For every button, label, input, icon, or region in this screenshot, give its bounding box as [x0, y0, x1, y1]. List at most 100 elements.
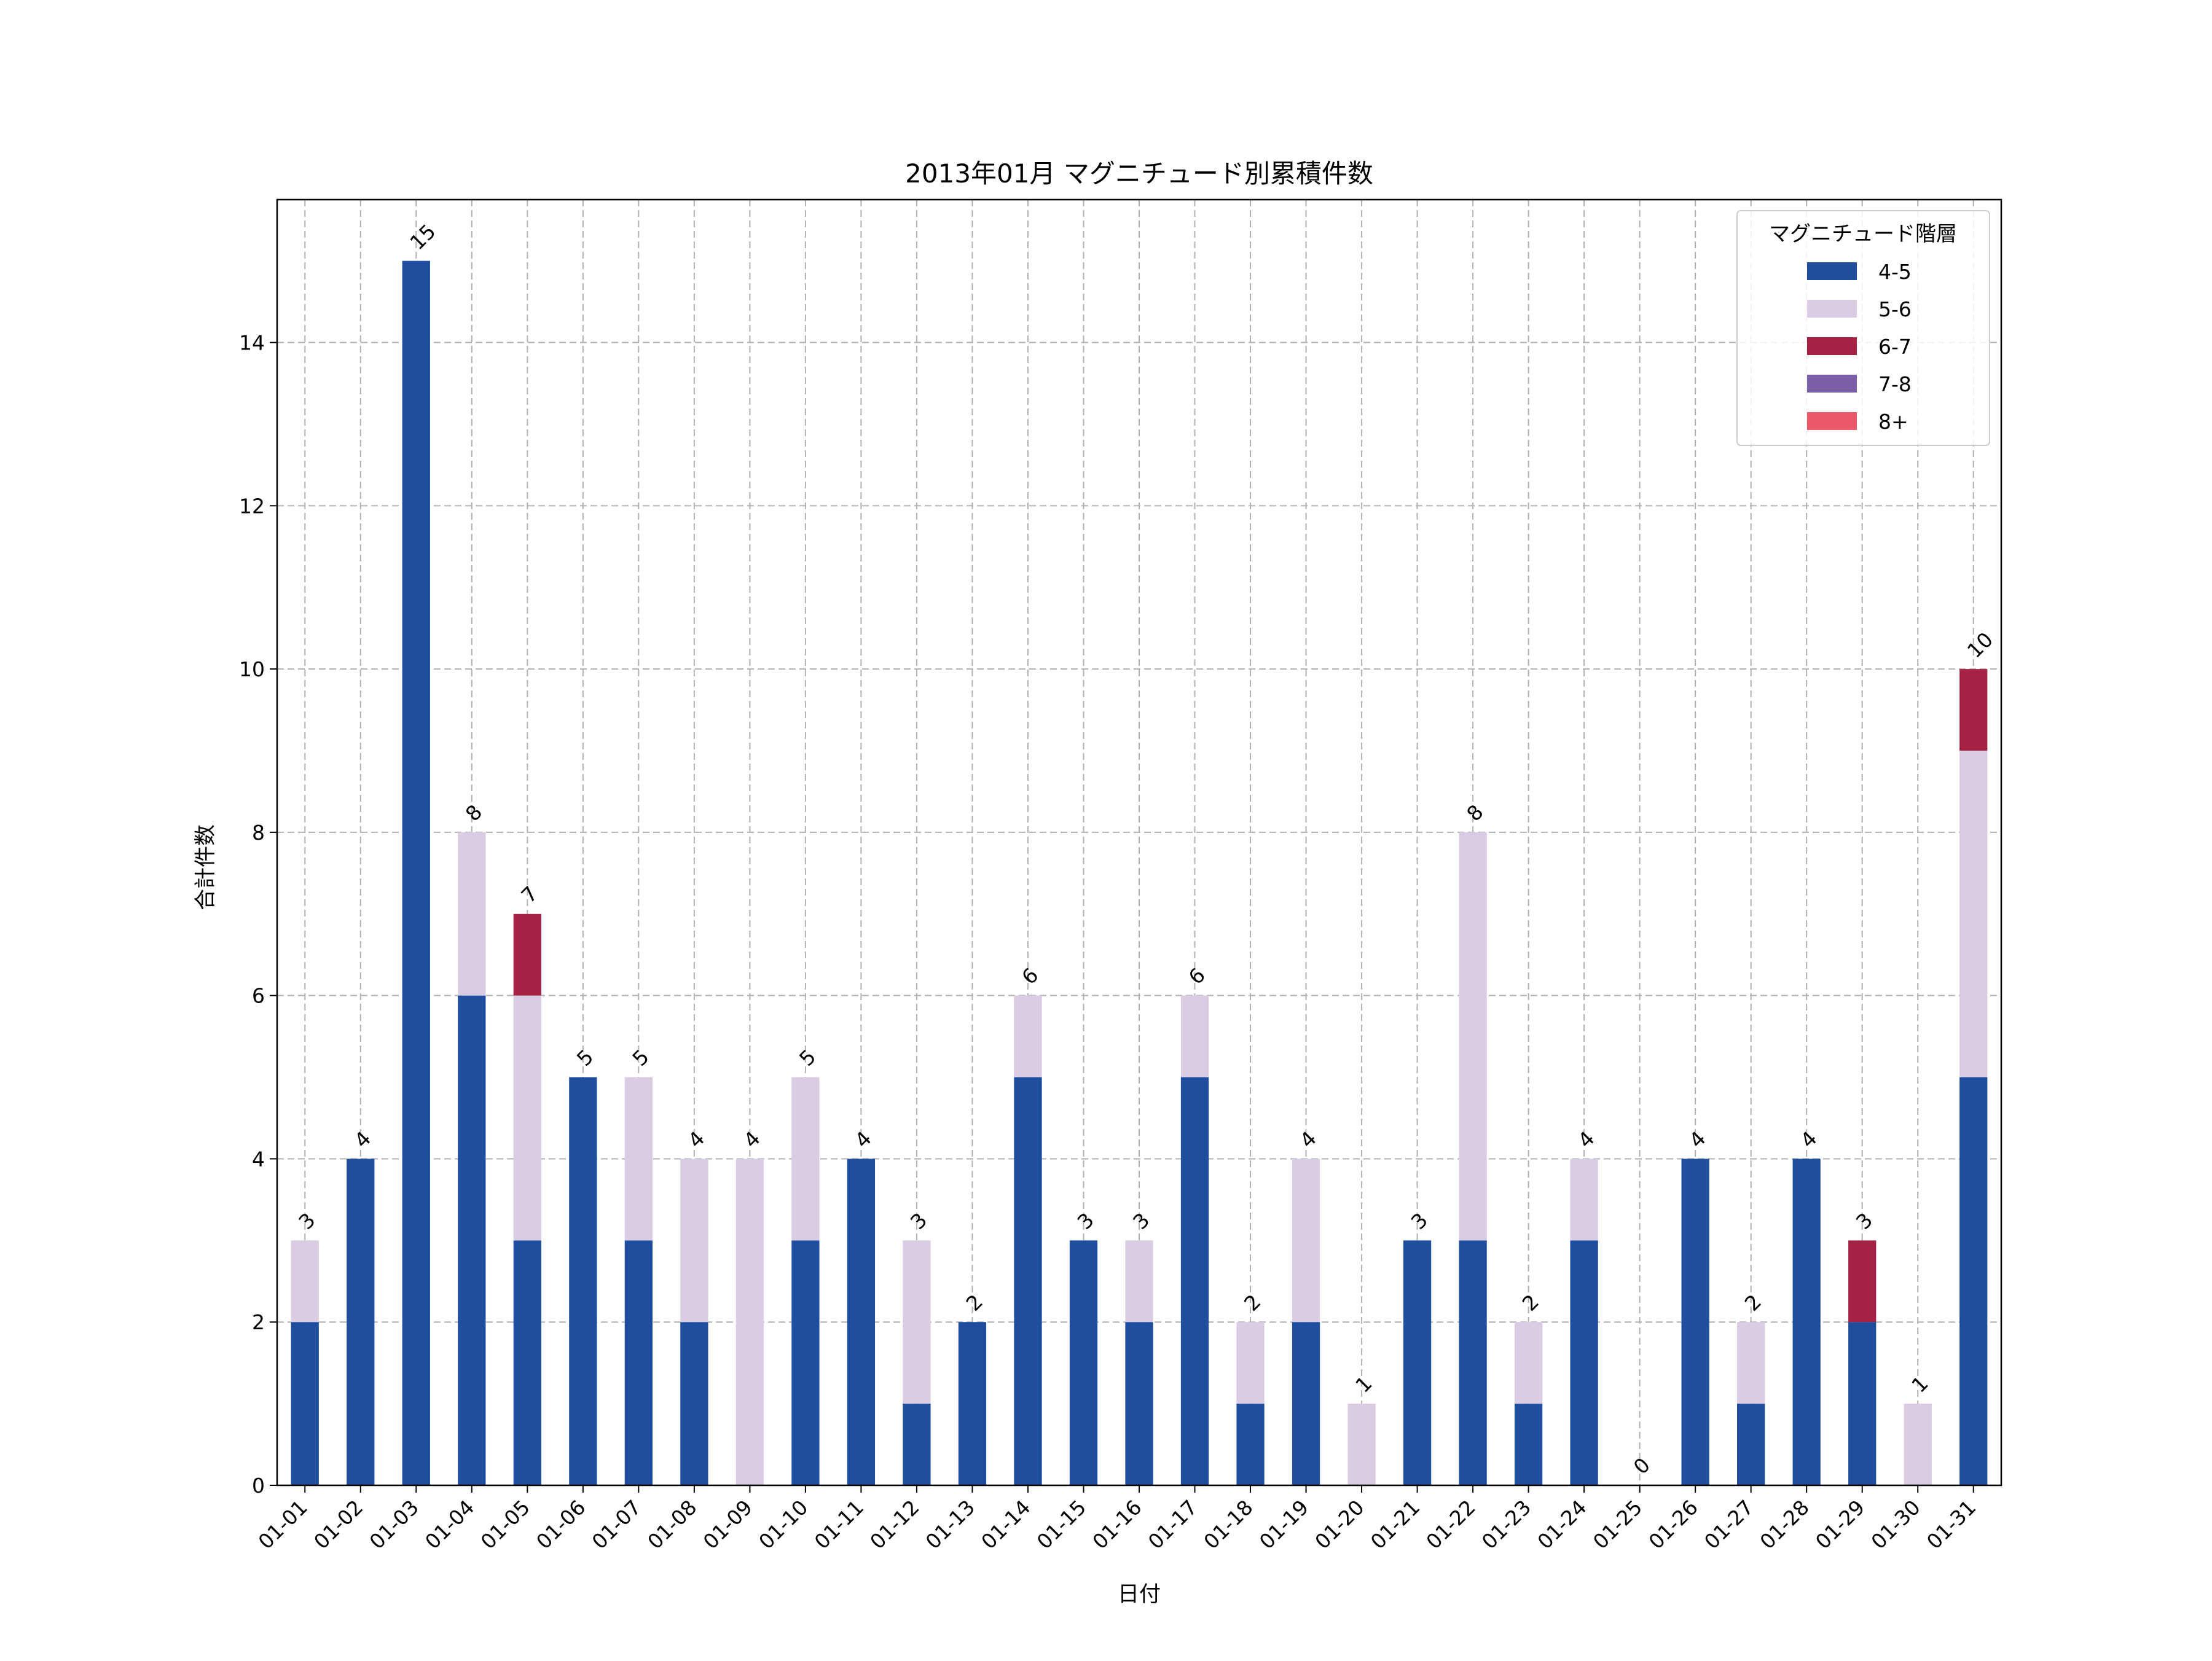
x-tick-label: 01-16	[1088, 1495, 1146, 1554]
total-label: 3	[1851, 1208, 1877, 1234]
bar-01-31-6-7	[1959, 669, 1988, 751]
total-label: 1	[1351, 1371, 1376, 1397]
total-label: 8	[1462, 800, 1488, 826]
total-label: 6	[1184, 963, 1210, 989]
bar-01-05-4-5	[513, 1240, 541, 1485]
bar-01-14-4-5	[1014, 1077, 1042, 1485]
x-tick-label: 01-18	[1199, 1495, 1257, 1554]
x-tick-label: 01-06	[531, 1495, 590, 1554]
bar-01-19-4-5	[1292, 1322, 1320, 1485]
bar-01-31-4-5	[1959, 1077, 1988, 1485]
bar-01-08-4-5	[680, 1322, 708, 1485]
bar-01-05-6-7	[513, 913, 541, 996]
legend-swatch-5-6	[1807, 300, 1857, 318]
bar-01-13-4-5	[958, 1322, 987, 1485]
bar-01-16-4-5	[1125, 1322, 1153, 1485]
total-label: 3	[294, 1208, 320, 1234]
x-tick-label: 01-15	[1032, 1495, 1091, 1554]
total-label: 2	[1239, 1289, 1265, 1315]
legend-label-5-6: 5-6	[1878, 297, 1912, 321]
bar-01-29-6-7	[1848, 1240, 1877, 1323]
bar-01-22-4-5	[1459, 1240, 1487, 1485]
x-tick-label: 01-14	[976, 1495, 1035, 1554]
y-axis-title: 合計件数	[194, 824, 218, 910]
y-tick-label: 8	[252, 821, 265, 845]
x-tick-label: 01-12	[865, 1495, 924, 1554]
x-tick-label: 01-24	[1532, 1495, 1591, 1554]
total-label: 1	[1907, 1371, 1932, 1397]
bar-01-19-5-6	[1292, 1159, 1320, 1323]
bar-01-12-4-5	[903, 1404, 931, 1485]
y-tick-label: 0	[252, 1474, 265, 1498]
bar-layer	[291, 260, 1988, 1486]
bar-01-16-5-6	[1125, 1240, 1153, 1323]
legend-swatch-6-7	[1807, 337, 1857, 355]
total-label: 5	[572, 1045, 598, 1071]
y-tick-label: 6	[252, 984, 265, 1008]
x-tick-label: 01-31	[1922, 1495, 1980, 1554]
total-label: 2	[1518, 1289, 1543, 1315]
total-label: 4	[1795, 1127, 1821, 1152]
x-tick-label: 01-19	[1255, 1495, 1313, 1554]
total-label: 4	[1573, 1127, 1599, 1152]
bar-01-18-4-5	[1236, 1404, 1265, 1485]
x-tick-label: 01-20	[1310, 1495, 1368, 1554]
legend-label-6-7: 6-7	[1878, 335, 1912, 359]
legend-frame	[1736, 210, 1990, 446]
x-tick-label: 01-11	[810, 1495, 868, 1554]
x-axis-title: 日付	[1118, 1582, 1161, 1607]
bar-01-18-5-6	[1236, 1322, 1265, 1404]
y-tick-label: 2	[252, 1310, 265, 1334]
bar-01-23-5-6	[1514, 1322, 1543, 1404]
bar-01-26-4-5	[1681, 1159, 1709, 1485]
x-tick-label: 01-09	[699, 1495, 757, 1554]
bar-01-09-5-6	[735, 1159, 764, 1485]
y-tick-label: 12	[239, 494, 265, 518]
total-label: 10	[1963, 627, 1998, 662]
x-tick-label: 01-10	[754, 1495, 812, 1554]
bar-01-23-4-5	[1514, 1404, 1543, 1485]
bar-01-12-5-6	[903, 1240, 931, 1404]
total-label: 4	[850, 1127, 876, 1152]
x-tick-label: 01-08	[643, 1495, 701, 1554]
bar-01-14-5-6	[1014, 995, 1042, 1077]
bar-01-21-4-5	[1403, 1240, 1432, 1485]
legend: マグニチュード階層 4-5 5-6 6-7 7-8 8+	[1736, 210, 1990, 446]
total-label: 4	[350, 1127, 375, 1152]
bar-01-15-4-5	[1069, 1240, 1098, 1485]
total-label: 3	[1073, 1208, 1099, 1234]
bar-01-04-4-5	[458, 995, 486, 1485]
bar-01-02-4-5	[347, 1159, 375, 1485]
bar-01-04-5-6	[458, 832, 486, 996]
plot-frame	[276, 198, 2002, 1487]
x-tick-label: 01-25	[1588, 1495, 1647, 1554]
total-label: 3	[1406, 1208, 1432, 1234]
total-label: 4	[683, 1127, 709, 1152]
x-tick-label: 01-03	[365, 1495, 423, 1554]
legend-label-4-5: 4-5	[1878, 260, 1912, 284]
bar-01-27-5-6	[1737, 1322, 1765, 1404]
total-label: 5	[794, 1045, 820, 1071]
chart-title: 2013年01月 マグニチュード別累積件数	[905, 158, 1373, 189]
total-label: 4	[1684, 1127, 1710, 1152]
legend-swatch-7-8	[1807, 375, 1857, 393]
x-tick-label: 01-22	[1421, 1495, 1480, 1554]
total-label: 3	[906, 1208, 931, 1234]
x-tick-label: 01-01	[254, 1495, 312, 1554]
total-label: 5	[627, 1045, 653, 1071]
x-tick-label: 01-28	[1755, 1495, 1813, 1554]
x-tick-label: 01-13	[921, 1495, 979, 1554]
bar-01-17-5-6	[1180, 995, 1209, 1077]
legend-swatch-4-5	[1807, 262, 1857, 280]
bar-01-17-4-5	[1180, 1077, 1209, 1485]
bar-01-01-4-5	[291, 1322, 319, 1485]
total-label: 2	[1740, 1289, 1766, 1315]
bar-01-10-4-5	[791, 1240, 820, 1485]
bar-01-07-4-5	[624, 1240, 653, 1485]
bar-01-29-4-5	[1848, 1322, 1877, 1485]
bar-01-24-5-6	[1570, 1159, 1598, 1241]
bar-01-11-4-5	[847, 1159, 876, 1485]
x-tick-label: 01-26	[1644, 1495, 1702, 1554]
x-tick-label: 01-21	[1366, 1495, 1424, 1554]
